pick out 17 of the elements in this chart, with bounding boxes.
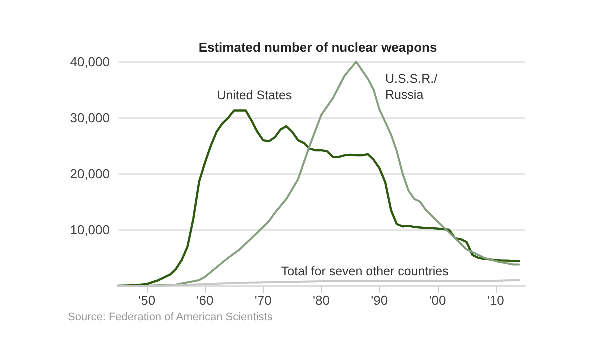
x-tick-label: '60 [196,293,214,308]
x-tick-label: '50 [138,293,156,308]
source-note: Source: Federation of American Scientists [68,312,274,324]
y-tick-label: 20,000 [70,166,110,182]
series-label: Total for seven other countries [281,264,449,278]
y-tick-label: 10,000 [70,222,110,238]
x-tick-label: '80 [313,293,330,308]
line-series [116,110,520,288]
x-tick-label: '70 [254,293,272,308]
series-label: United States [217,88,292,103]
x-tick-label: '90 [371,293,388,308]
y-tick-label: 30,000 [70,110,110,126]
x-tick-label: '10 [487,293,504,308]
series-label: U.S.S.R./ Russia [385,72,438,102]
y-tick-label: 40,000 [70,54,110,70]
chart-title: Estimated number of nuclear weapons [198,40,438,55]
x-tick-label: '00 [429,293,446,308]
